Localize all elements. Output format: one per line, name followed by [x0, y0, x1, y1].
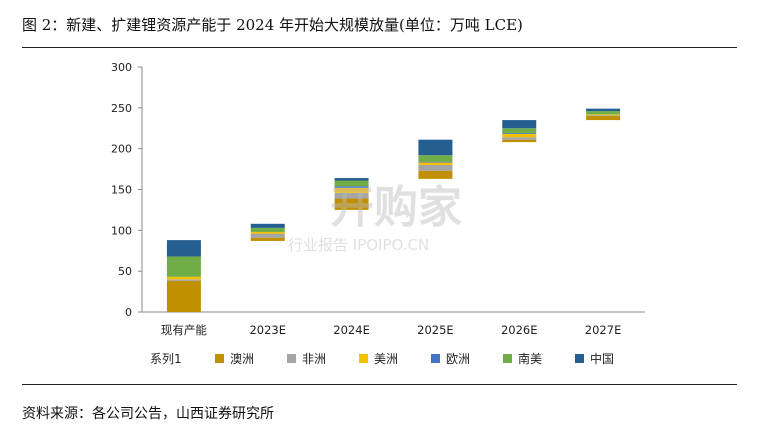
legend-swatch — [431, 354, 440, 363]
watermark: 开购家 行业报告 IPOIPO.CN — [288, 182, 462, 254]
bar-segment — [250, 227, 285, 232]
bar-segment — [334, 192, 369, 199]
y-tick-label: 0 — [125, 306, 132, 319]
legend-swatch — [575, 354, 584, 363]
figure-title: 图 2：新建、扩建锂资源产能于 2024 年开始大规模放量(单位：万吨 LCE) — [22, 16, 523, 34]
bar-segment — [502, 128, 537, 134]
source-note: 资料来源：各公司公告，山西证券研究所 — [22, 406, 274, 422]
legend-swatch — [359, 354, 368, 363]
x-tick-label: 2025E — [417, 323, 454, 337]
bar-segment — [502, 120, 537, 129]
bar-segment — [166, 240, 201, 257]
bar-segment — [418, 170, 453, 179]
watermark-logo-text: 开购家 — [330, 182, 462, 233]
bar-segment — [334, 178, 369, 181]
bar-segment — [502, 133, 537, 138]
y-tick-label: 250 — [111, 102, 132, 115]
bar-segment — [502, 133, 537, 134]
bar-segment — [166, 279, 201, 281]
bar-segment — [334, 198, 369, 210]
bar-segment — [586, 114, 621, 116]
bar-segment — [586, 108, 621, 112]
bar-segment — [250, 231, 285, 234]
bar-segment — [250, 237, 285, 241]
bar-segment — [586, 111, 621, 115]
legend-swatch — [503, 354, 512, 363]
bar-segment — [166, 256, 201, 277]
legend-series-label: 系列1 — [150, 352, 182, 366]
chart-legend: 系列1 澳洲 非洲 美洲 欧洲 南美 中国 — [150, 351, 614, 366]
legend-item-label: 南美 — [518, 351, 542, 366]
bottom-rule — [22, 384, 737, 385]
bar-segment — [418, 139, 453, 156]
x-tick-label: 2024E — [333, 323, 370, 337]
legend-item-label: 美洲 — [374, 352, 398, 366]
y-tick-label: 150 — [111, 184, 132, 197]
bar-segment — [250, 223, 285, 228]
chart-axes — [138, 66, 645, 313]
bar-segment — [502, 139, 537, 143]
bar-segment — [334, 186, 369, 188]
bar-segment — [250, 233, 285, 238]
legend-item-label: 欧洲 — [446, 352, 470, 366]
chart-labels: 0 50 100 150 200 250 300 现有产能 2023E 2024E 2025E 202… — [111, 61, 621, 337]
bar-segment — [166, 280, 201, 312]
chart-bars — [166, 108, 621, 312]
bar-segment — [586, 116, 621, 121]
bar-segment — [334, 180, 369, 187]
x-tick-label: 2023E — [249, 323, 286, 337]
legend-swatch — [287, 354, 296, 363]
watermark-url-text: 行业报告 IPOIPO.CN — [288, 236, 429, 254]
y-tick-label: 300 — [111, 61, 132, 74]
bar-segment — [502, 137, 537, 140]
top-rule — [22, 47, 737, 48]
x-tick-label: 2027E — [585, 323, 622, 337]
bar-segment — [166, 276, 201, 280]
bar-segment — [334, 187, 369, 193]
legend-item-label: 中国 — [590, 351, 614, 366]
y-tick-label: 100 — [111, 224, 132, 237]
bar-segment — [418, 162, 453, 165]
x-tick-label: 2026E — [501, 323, 538, 337]
y-tick-label: 200 — [111, 143, 132, 156]
bar-segment — [586, 115, 621, 116]
x-tick-label: 现有产能 — [161, 323, 207, 337]
legend-item-label: 非洲 — [302, 352, 326, 366]
bar-segment — [418, 155, 453, 162]
y-tick-label: 50 — [118, 265, 132, 278]
bar-segment — [418, 161, 453, 163]
legend-item-label: 澳洲 — [230, 352, 254, 366]
bar-segment — [418, 165, 453, 171]
legend-swatch — [215, 354, 224, 363]
